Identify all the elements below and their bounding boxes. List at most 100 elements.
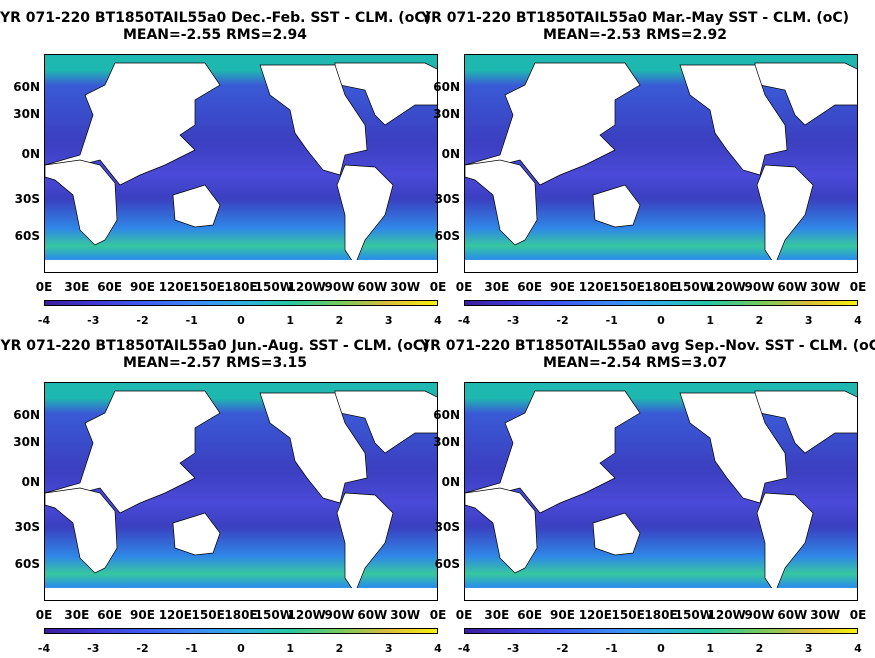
colorbar-tick-label: -1 <box>185 314 198 327</box>
colorbar-tick-label: 1 <box>706 642 715 655</box>
panel-title: YR 071-220 BT1850TAIL55a0 Mar.-May SST -… <box>420 10 850 26</box>
x-tick-label: 150E <box>611 280 645 294</box>
colorbar-tick-label: -2 <box>136 314 149 327</box>
map-panel: YR 071-220 BT1850TAIL55a0 Dec.-Feb. SST … <box>0 10 446 330</box>
y-tick-label: 0N <box>441 147 460 161</box>
x-tick-label: 180E <box>644 608 678 622</box>
y-tick-label: 0N <box>441 475 460 489</box>
map-panel: YR 071-220 BT1850TAIL55a0 avg Sep.-Nov. … <box>420 338 875 658</box>
colorbar-tick-label: -4 <box>457 314 471 327</box>
x-tick-label: 180E <box>644 280 678 294</box>
x-tick-label: 30E <box>64 280 90 294</box>
x-tick-label: 0E <box>455 608 473 622</box>
colorbar-tick-label: 1 <box>286 314 295 327</box>
x-tick-label: 120E <box>158 608 192 622</box>
x-tick-label: 30E <box>484 608 510 622</box>
panel-subtitle: MEAN=-2.57 RMS=3.15 <box>122 355 308 371</box>
colorbar-tick-label: 1 <box>286 642 295 655</box>
colorbar-tick-label: 3 <box>804 642 813 655</box>
x-tick-label: 30W <box>810 608 841 622</box>
y-tick-label: 60N <box>13 408 40 422</box>
y-tick-label: 0N <box>21 475 40 489</box>
x-tick-label: 60W <box>357 608 388 622</box>
colorbar-tick-label: 0 <box>657 642 665 655</box>
y-tick-label: 60N <box>433 408 460 422</box>
x-tick-label: 90W <box>744 608 775 622</box>
colorbar-tick-label: -4 <box>457 642 471 655</box>
colorbar-tick-label: 4 <box>854 642 862 655</box>
x-tick-label: 30W <box>810 280 841 294</box>
colorbar-tick-label: -3 <box>87 642 100 655</box>
x-tick-label: 180E <box>224 608 258 622</box>
colorbar-tick-label: -4 <box>37 314 51 327</box>
y-tick-label: 30N <box>13 107 40 121</box>
colorbar-tick-label: -2 <box>136 642 149 655</box>
colorbar-tick-label: 2 <box>755 642 764 655</box>
x-tick-label: 120E <box>578 280 612 294</box>
x-tick-label: 90E <box>130 608 155 622</box>
panel-subtitle: MEAN=-2.54 RMS=3.07 <box>542 355 728 371</box>
x-tick-label: 30E <box>64 608 90 622</box>
x-tick-label: 150E <box>611 608 645 622</box>
x-tick-label: 120E <box>578 608 612 622</box>
panel-title: YR 071-220 BT1850TAIL55a0 avg Sep.-Nov. … <box>420 338 875 354</box>
sst-anomaly-map <box>44 382 438 601</box>
colorbar-tick-label: 3 <box>384 314 393 327</box>
colorbar-tick-label: -3 <box>507 314 520 327</box>
x-tick-label: 0E <box>849 280 867 294</box>
x-tick-label: 90W <box>324 280 355 294</box>
x-tick-label: 120W <box>287 608 326 622</box>
colorbar-tick-label: -4 <box>37 642 51 655</box>
y-tick-label: 60N <box>433 80 460 94</box>
x-tick-label: 60E <box>97 280 123 294</box>
colorbar-tick-label: 4 <box>854 314 862 327</box>
x-tick-label: 120W <box>287 280 326 294</box>
x-tick-label: 90E <box>130 280 155 294</box>
colorbar <box>464 628 858 634</box>
colorbar-tick-label: 4 <box>434 642 442 655</box>
colorbar-tick-label: -3 <box>507 642 520 655</box>
y-tick-label: 30S <box>14 192 40 206</box>
x-tick-label: 60W <box>777 280 808 294</box>
colorbar-tick-label: 2 <box>335 642 344 655</box>
x-tick-label: 120W <box>707 280 746 294</box>
colorbar-tick-label: -1 <box>605 314 618 327</box>
x-tick-label: 90W <box>744 280 775 294</box>
y-tick-label: 30S <box>434 520 460 534</box>
x-tick-label: 150W <box>254 280 293 294</box>
x-tick-label: 120E <box>158 280 192 294</box>
x-tick-label: 0E <box>35 608 53 622</box>
x-tick-label: 90E <box>550 608 575 622</box>
y-tick-label: 60S <box>434 557 460 571</box>
colorbar-tick-label: -3 <box>87 314 100 327</box>
panel-subtitle: MEAN=-2.53 RMS=2.92 <box>542 27 728 43</box>
x-tick-label: 0E <box>849 608 867 622</box>
y-tick-label: 30N <box>13 435 40 449</box>
panel-title: YR 071-220 BT1850TAIL55a0 Dec.-Feb. SST … <box>0 10 431 26</box>
x-tick-label: 0E <box>429 280 447 294</box>
colorbar-tick-label: 2 <box>335 314 344 327</box>
colorbar <box>464 300 858 306</box>
colorbar-tick-label: -2 <box>556 642 569 655</box>
x-tick-label: 30E <box>484 280 510 294</box>
y-tick-label: 60N <box>13 80 40 94</box>
y-tick-label: 60S <box>434 229 460 243</box>
x-tick-label: 0E <box>35 280 53 294</box>
colorbar <box>44 628 438 634</box>
x-tick-label: 150W <box>674 280 713 294</box>
sst-anomaly-map <box>464 54 858 273</box>
x-tick-label: 60W <box>357 280 388 294</box>
x-tick-label: 120W <box>707 608 746 622</box>
y-tick-label: 30N <box>433 435 460 449</box>
colorbar-tick-label: 3 <box>804 314 813 327</box>
colorbar-tick-label: -1 <box>605 642 618 655</box>
x-tick-label: 60E <box>517 280 543 294</box>
colorbar-tick-label: 3 <box>384 642 393 655</box>
y-tick-label: 60S <box>14 557 40 571</box>
x-tick-label: 60E <box>517 608 543 622</box>
x-tick-label: 60W <box>777 608 808 622</box>
x-tick-label: 90E <box>550 280 575 294</box>
y-tick-label: 60S <box>14 229 40 243</box>
panel-title: YR 071-220 BT1850TAIL55a0 Jun.-Aug. SST … <box>0 338 430 354</box>
x-tick-label: 60E <box>97 608 123 622</box>
